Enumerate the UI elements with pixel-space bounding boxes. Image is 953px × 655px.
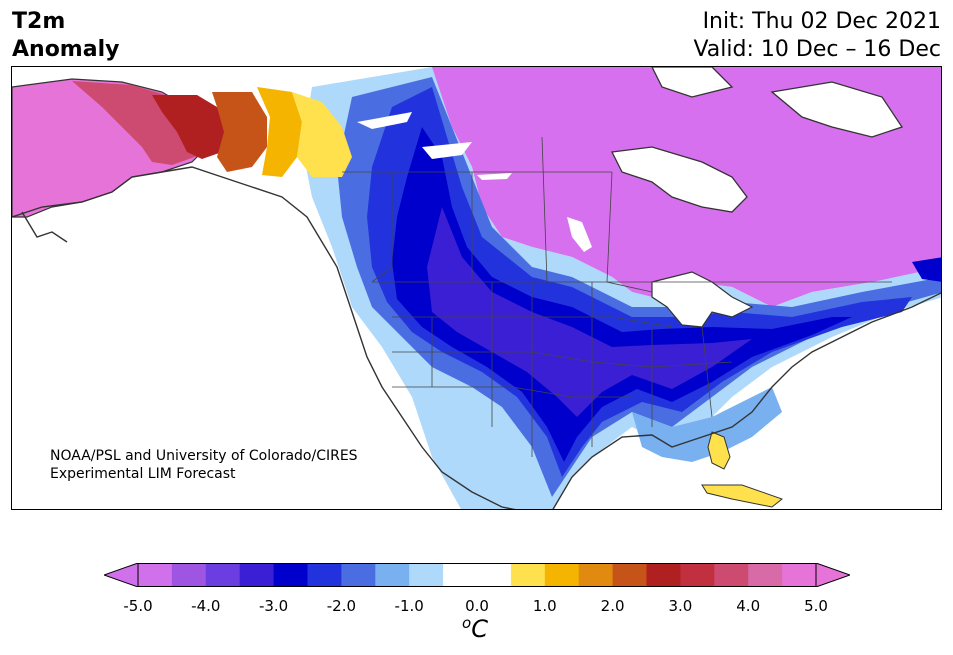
- title-line-1: T2m: [12, 9, 66, 34]
- colorbar-bin: [273, 563, 308, 587]
- colorbar-bin: [680, 563, 715, 587]
- colorbar-arrow-low: [104, 563, 139, 587]
- anomaly-map: NOAA/PSL and University of Colorado/CIRE…: [11, 66, 942, 510]
- anomaly-map-svg: [12, 67, 941, 509]
- great-slave-lake: [357, 112, 412, 129]
- forecast-credit: NOAA/PSL and University of Colorado/CIRE…: [50, 447, 358, 483]
- colorbar-tick-label: -4.0: [191, 597, 221, 615]
- florida-warm: [707, 431, 731, 470]
- colorbar-bin: [205, 563, 241, 587]
- init-date: Init: Thu 02 Dec 2021: [702, 9, 941, 34]
- east-coast-cold: [912, 257, 941, 282]
- colorbar-bin: [544, 563, 580, 587]
- colorbar-bin: [138, 563, 173, 587]
- cold-band-deep: [367, 87, 912, 477]
- cold-core: [392, 127, 852, 462]
- colorbar-tick-label: 3.0: [668, 597, 693, 615]
- yukon-warm-orange: [212, 92, 267, 172]
- lake-winnipeg: [567, 217, 592, 252]
- colorbar-tick-label: 1.0: [532, 597, 557, 615]
- colorbar-tick-label: 0.0: [465, 597, 489, 615]
- cold-core-inner: [427, 207, 752, 417]
- great-lakes: [651, 271, 754, 328]
- political-boundaries: [342, 136, 892, 457]
- great-bear-lake: [422, 142, 472, 159]
- colorbar-tick-label: 2.0: [600, 597, 625, 615]
- unit-degree-symbol: o: [462, 614, 472, 632]
- colorbar-bin: [782, 563, 817, 587]
- colorbar-bin: [578, 563, 614, 587]
- coastlines: [12, 166, 941, 509]
- colorbar-border: [137, 563, 817, 587]
- alaska-warm-red: [152, 95, 227, 159]
- credit-line-2: Experimental LIM Forecast: [50, 466, 236, 482]
- colorbar-tick-label: -5.0: [123, 597, 153, 615]
- colorbar-tick-label: -1.0: [394, 597, 424, 615]
- colorbar-tick-label: 4.0: [736, 597, 761, 615]
- colorbar-bin: [612, 563, 647, 587]
- colorbar-tick-label: 5.0: [804, 597, 828, 615]
- unit-label: C: [471, 615, 488, 643]
- arctic-water: [770, 81, 904, 138]
- bc-warm-yellow: [292, 92, 352, 177]
- colorbar-ticks: -5.0 -4.0 -3.0 -2.0 -1.0 0.0 1.0 2.0 3.0 4.0 5.0: [0, 597, 953, 617]
- colorbar-bin: [341, 563, 376, 587]
- colorbar-bin: [477, 563, 512, 587]
- southeast-light: [632, 387, 782, 462]
- colorbar-bin: [307, 563, 342, 587]
- credit-line-1: NOAA/PSL and University of Colorado/CIRE…: [50, 448, 358, 464]
- colorbar-bin: [375, 563, 410, 587]
- title-line-2: Anomaly: [12, 37, 120, 62]
- colorbar-tick-label: -2.0: [326, 597, 357, 615]
- colorbar-bin: [443, 563, 478, 587]
- valid-range: Valid: 10 Dec – 16 Dec: [693, 37, 941, 62]
- colorbar-bin: [239, 563, 275, 587]
- hudson-bay: [611, 146, 748, 213]
- date-info: Init: Thu 02 Dec 2021 Valid: 10 Dec – 16…: [693, 8, 941, 64]
- cold-band-mid: [337, 77, 941, 497]
- colorbar-bin: [409, 563, 444, 587]
- colorbar: [104, 563, 850, 587]
- arctic-water-2: [651, 67, 734, 98]
- yukon-warm-gold: [257, 87, 302, 177]
- colorbar-arrow-high: [815, 563, 850, 587]
- colorbar-bin: [748, 563, 783, 587]
- colorbar-bin: [171, 563, 207, 587]
- colorbar-tick-label: -3.0: [258, 597, 289, 615]
- lake-athabasca: [477, 173, 512, 180]
- cuba-warm: [701, 484, 784, 508]
- colorbar-bin: [510, 563, 546, 587]
- colorbar-unit: oC: [462, 614, 488, 643]
- map-title: T2m Anomaly: [12, 8, 119, 64]
- colorbar-bin: [646, 563, 681, 587]
- colorbar-bin: [714, 563, 749, 587]
